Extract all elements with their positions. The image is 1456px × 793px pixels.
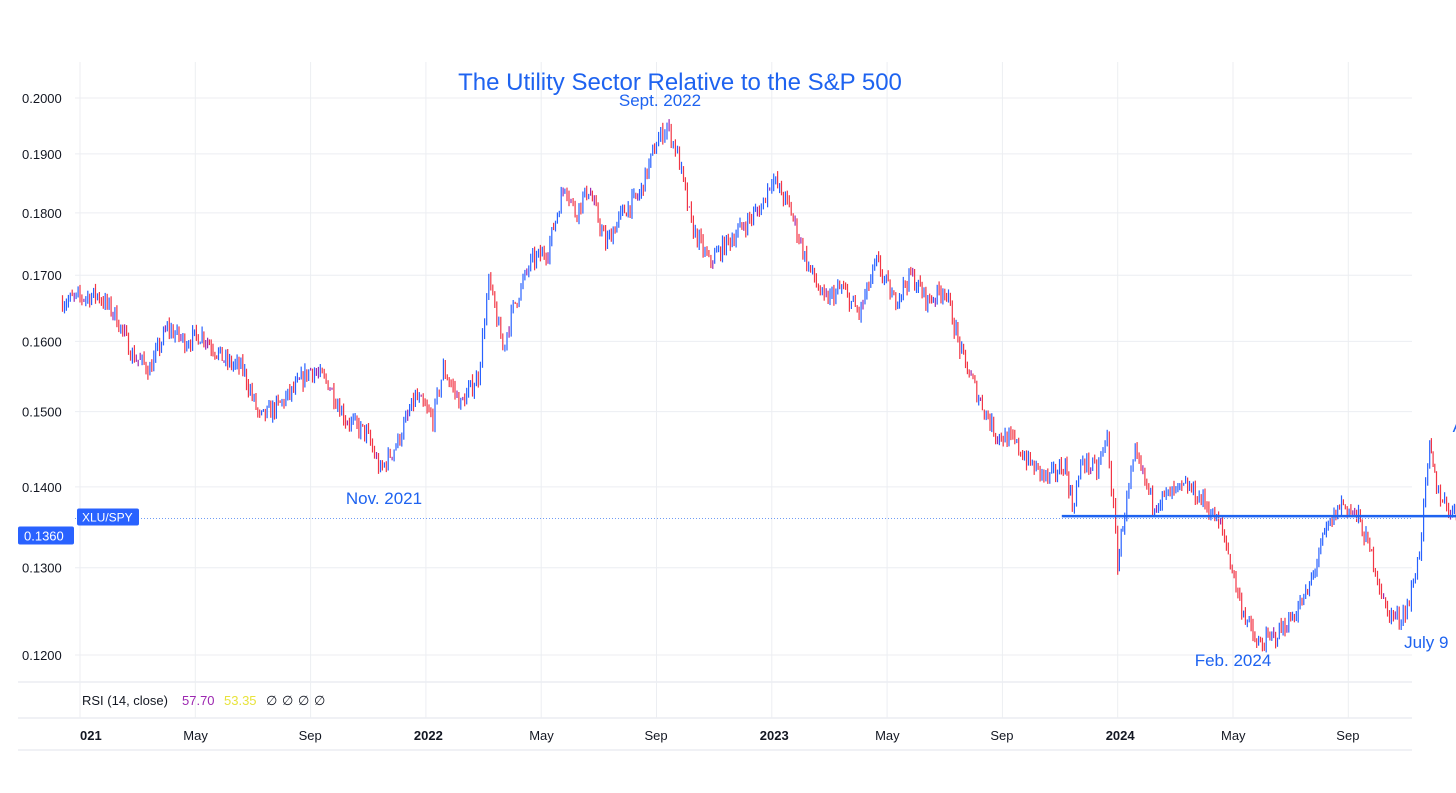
x-tick-label: Sep [990,728,1013,743]
annotation-label: Nov. 2021 [346,489,422,508]
y-tick-label: 0.1900 [22,147,62,162]
rsi-value-1: 57.70 [182,693,215,708]
x-tick-label: Sep [645,728,668,743]
x-tick-label: May [529,728,554,743]
annotation-label: Aug. 5 [1453,417,1456,436]
y-tick-label: 0.1500 [22,405,62,420]
chart-title: The Utility Sector Relative to the S&P 5… [458,69,902,96]
axes: 0.2000 0.1900 0.1800 0.1700 0.1600 0.1500 0.14… [22,91,1359,743]
symbol-badge-label: XLU/SPY [82,511,133,525]
rsi-label: RSI (14, close) [82,693,168,708]
x-tick-label: 2024 [1106,728,1136,743]
y-tick-label: 0.2000 [22,91,62,106]
annotation-label: Feb. 2024 [1195,651,1272,670]
annotation-label: July 9 [1404,633,1448,652]
y-tick-label: 0.1200 [22,648,62,663]
y-tick-label: 0.1400 [22,480,62,495]
x-tick-label: Sep [1336,728,1359,743]
y-tick-label: 0.1300 [22,561,62,576]
grid [18,62,1412,750]
x-tick-label: 021 [80,728,102,743]
x-tick-label: May [183,728,208,743]
rsi-null-4: ∅ [314,693,325,708]
rsi-null-2: ∅ [282,693,293,708]
x-tick-label: 2023 [760,728,789,743]
x-tick-label: Sep [299,728,322,743]
x-tick-label: May [875,728,900,743]
price-bars [63,119,1456,652]
y-tick-label: 0.1600 [22,334,62,349]
last-value-badge-label: 0.1360 [24,529,64,544]
rsi-legend: RSI (14, close) 57.70 53.35 ∅ ∅ ∅ ∅ [82,693,325,708]
x-tick-label: May [1221,728,1246,743]
y-tick-label: 0.1700 [22,268,62,283]
y-tick-label: 0.1800 [22,206,62,221]
x-tick-label: 2022 [414,728,443,743]
rsi-null-1: ∅ [266,693,277,708]
rsi-value-2: 53.35 [224,693,257,708]
rsi-null-3: ∅ [298,693,309,708]
